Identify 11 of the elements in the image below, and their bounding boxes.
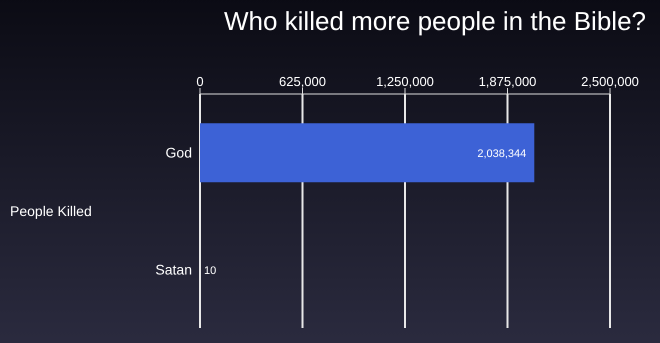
y-tick-label: Satan [155, 261, 192, 278]
x-tick-label: 2,500,000 [581, 74, 639, 89]
data-label: 10 [204, 264, 216, 277]
x-tick-label: 1,875,000 [478, 74, 536, 89]
data-label: 2,038,344 [477, 148, 526, 160]
y-axis-title: People Killed [10, 202, 92, 219]
x-tick-label: 0 [196, 74, 204, 89]
chart-title: Who killed more people in the Bible? [222, 5, 647, 38]
x-tick-label: 625,000 [279, 74, 326, 89]
y-tick-label: God [166, 144, 192, 160]
x-tick-label: 1,250,000 [376, 74, 434, 89]
